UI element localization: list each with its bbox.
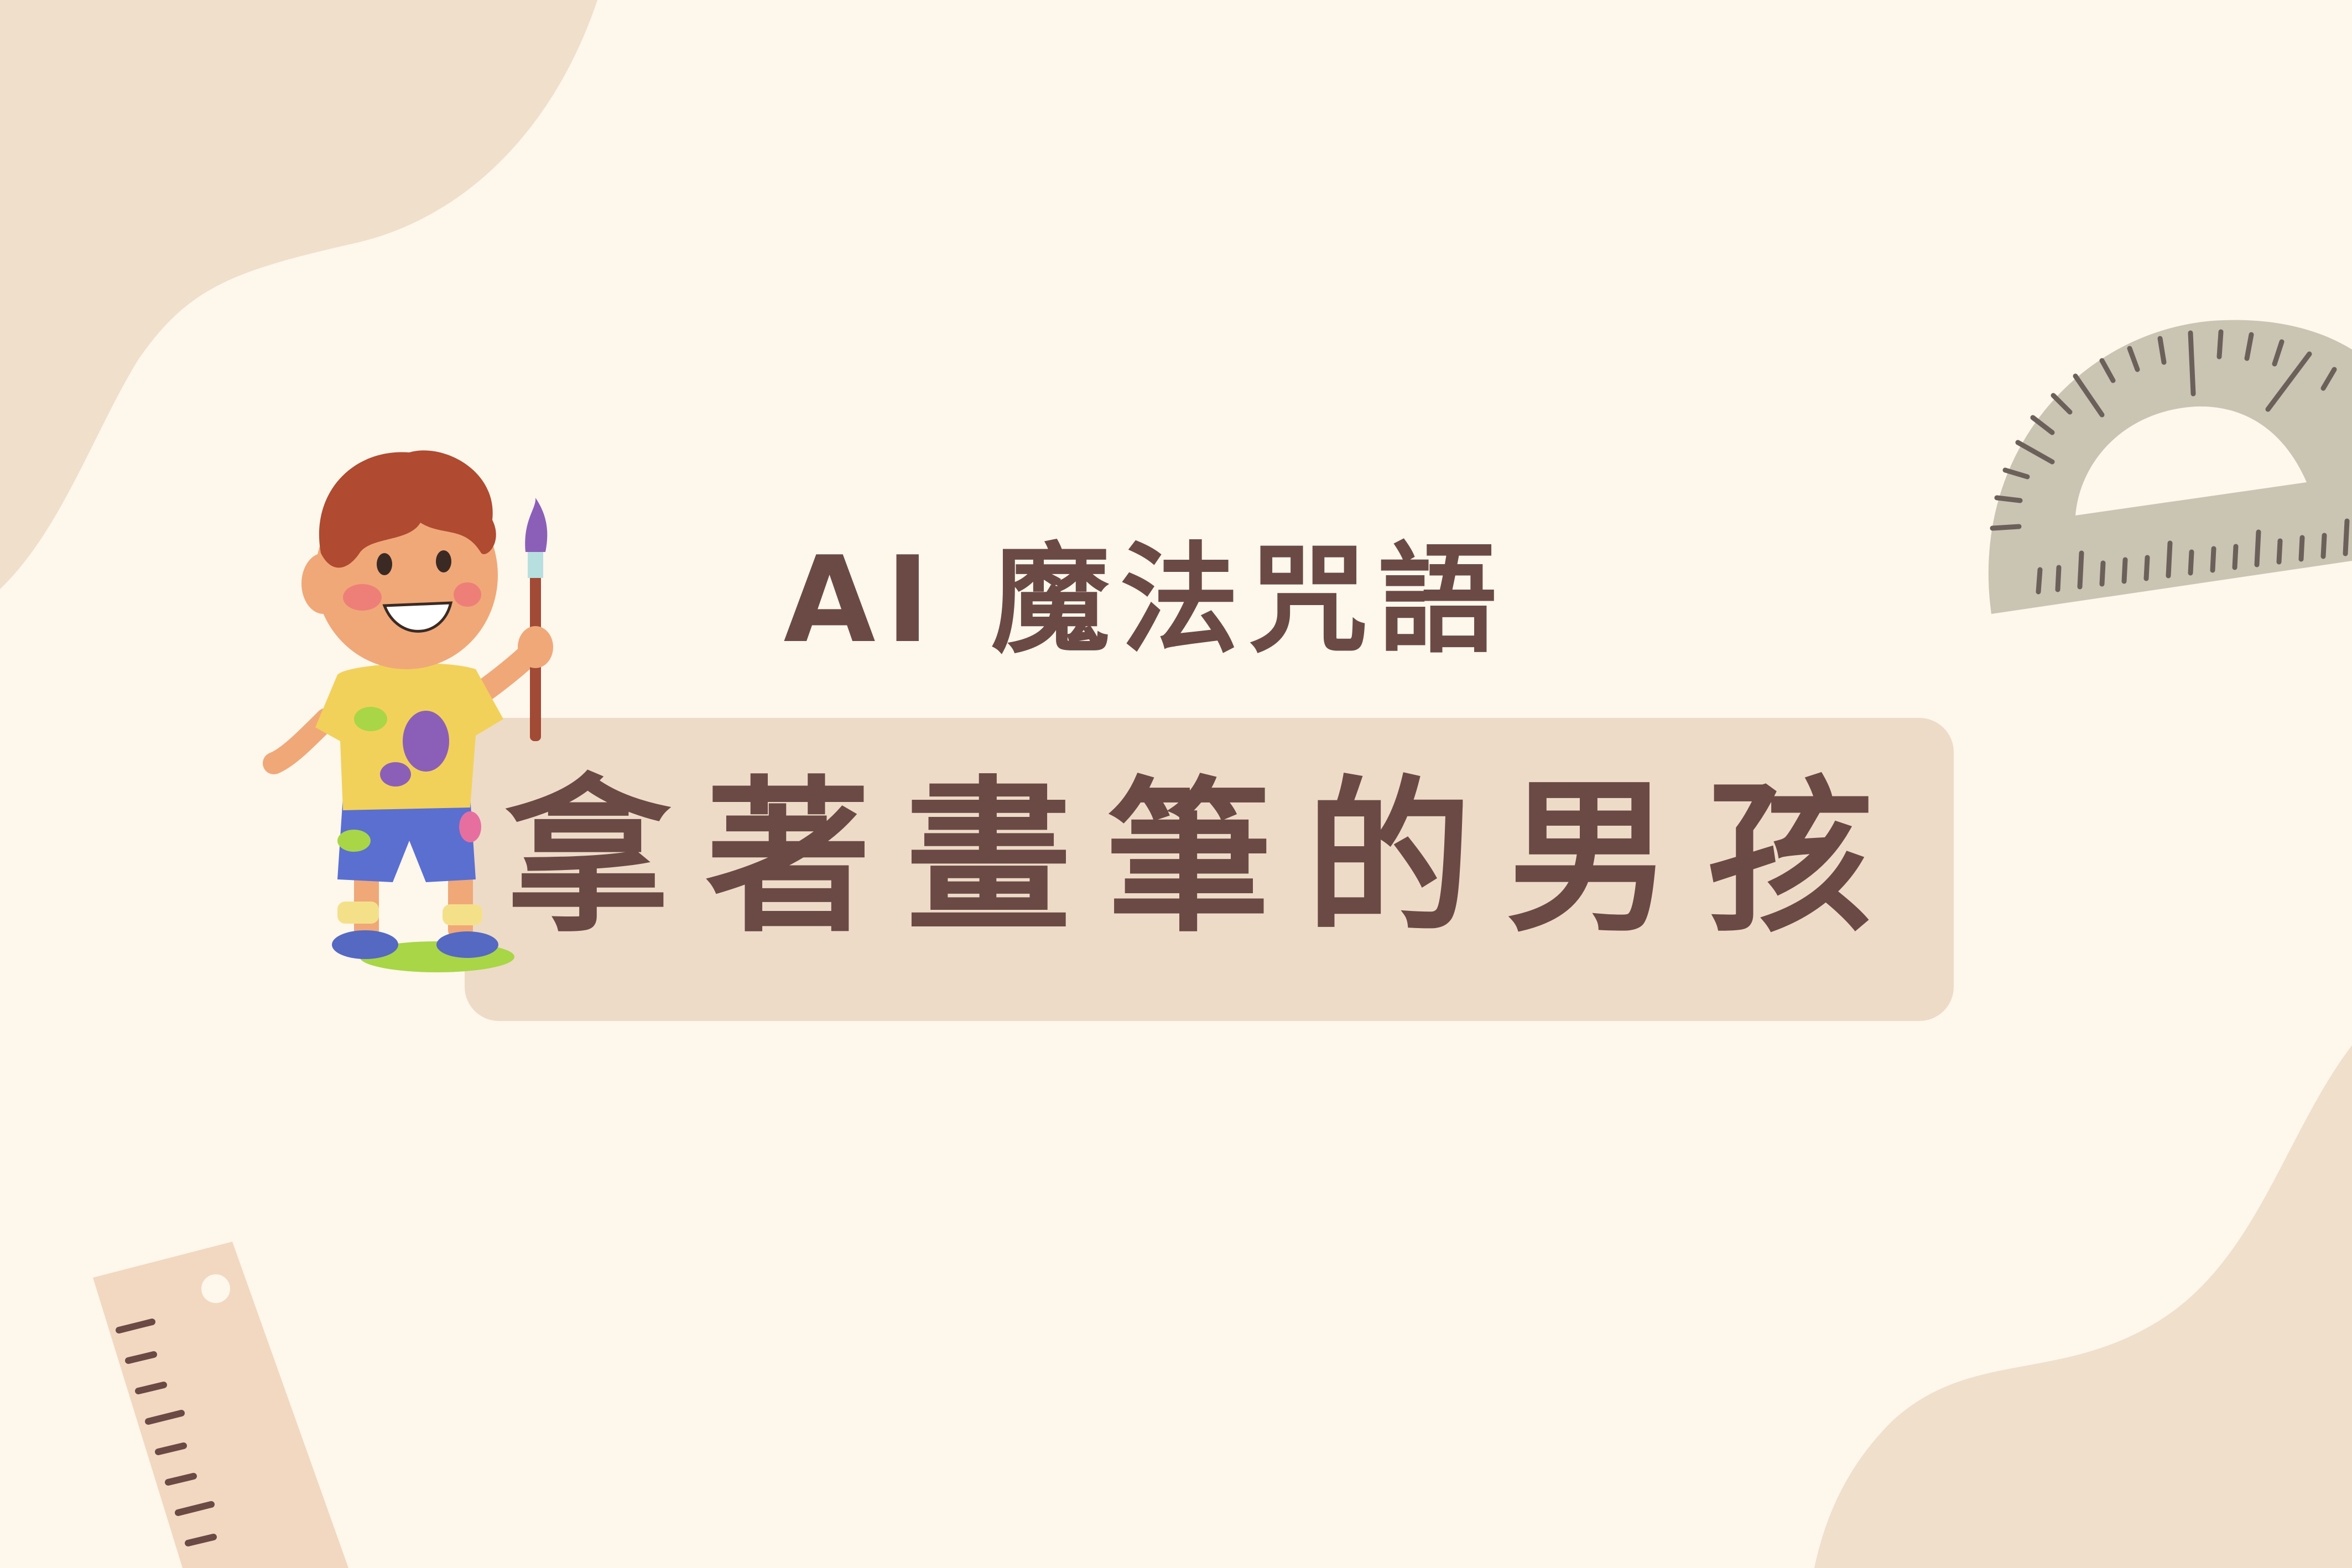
top-left-blob bbox=[0, 0, 597, 589]
bottom-right-blob bbox=[1814, 1045, 2352, 1568]
ruler-icon bbox=[93, 1242, 348, 1568]
title: 拿著畫筆的男孩 bbox=[505, 762, 1907, 955]
boy-with-paintbrush-icon bbox=[263, 450, 553, 972]
title-box bbox=[465, 718, 1954, 1021]
subtitle: AI 魔法咒語 bbox=[783, 530, 1507, 669]
protractor-icon bbox=[1988, 320, 2352, 614]
